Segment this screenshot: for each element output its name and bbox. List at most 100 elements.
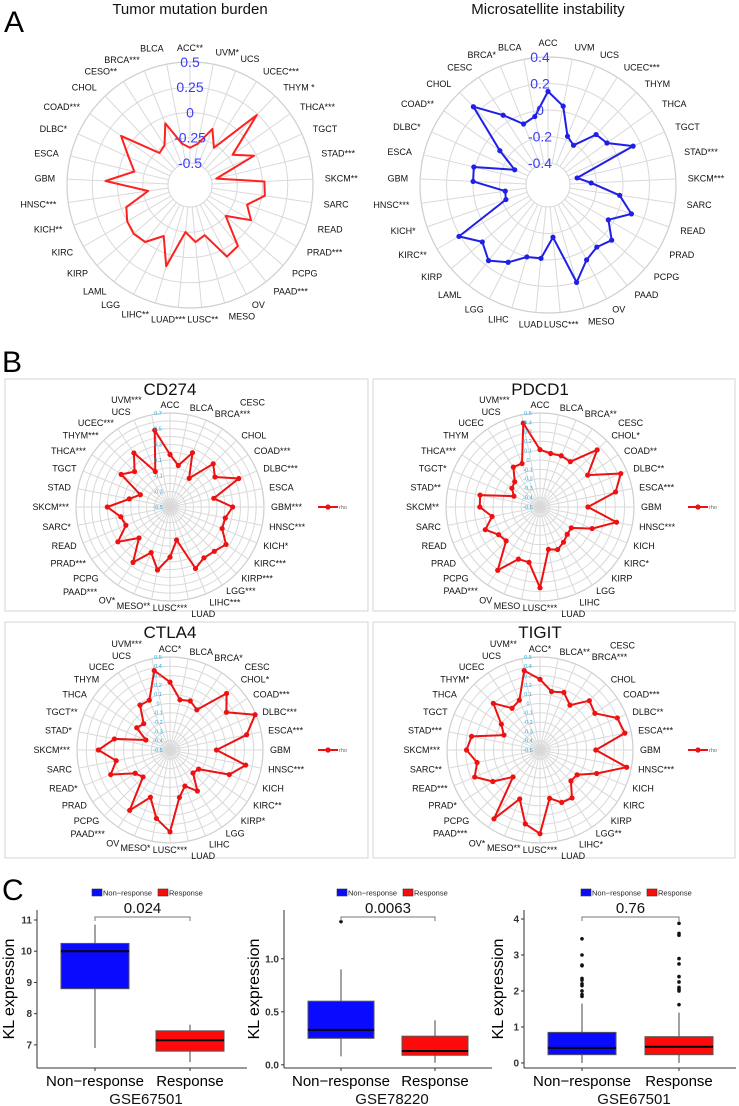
category-label-prad: PRAD [431,558,457,568]
cd274-frame [4,378,369,612]
data-point-esca [622,730,628,736]
grid-spoke [177,206,189,308]
grid-spoke [169,470,258,508]
data-point-lgg [201,555,207,561]
category-label-kirp: KIRP [421,272,442,282]
grid-spoke [551,59,573,164]
category-label-read: READ [318,224,344,234]
non-response-box [60,942,130,990]
category-label-stad: STAD*** [684,147,718,157]
outlier-point [677,1002,681,1007]
response-box [401,1035,469,1056]
data-point-thca [118,471,124,477]
data-point-read [123,522,129,528]
grid-spoke [123,81,179,167]
data-point-ucs [519,460,525,467]
outlier-point [580,963,584,967]
category-label-read: READ*** [412,783,448,793]
data-point-luad [538,255,544,261]
category-label-kich: KICH [633,541,655,551]
radial-tick-label: 0.2 [524,439,532,445]
radial-tick-label: -0.25 [174,130,206,146]
radial-tick-label: -0.4 [523,496,532,502]
category-label-lusc: LUSC** [187,315,219,325]
data-point-tgct [143,737,149,743]
category-label-gbm: GBM*** [271,502,303,512]
data-point-blca [175,462,181,469]
grid-spoke [539,419,577,508]
category-label-gbm: GBM [640,745,661,755]
category-label-read: READ [422,541,448,551]
category-label-skcm: SKCM** [406,502,440,512]
radial-tick-label: -0.1 [523,711,532,717]
category-label-tgct: TGCT [675,122,700,132]
grid-spoke [453,713,541,751]
category-label-ucs: UCS [241,54,260,64]
grid-spoke [561,201,628,286]
y-tick-label: 1.0 [265,954,279,965]
grid-spoke [499,65,541,165]
data-point-meso [522,821,528,827]
category-label-esca: ESCA*** [638,726,674,736]
data-point-paad [495,567,501,573]
grid-spoke [562,92,637,170]
x-tick-label-non-response: Non−response [533,1073,631,1090]
category-label-blca: BLCA** [560,647,591,657]
legend-label: rho [339,748,347,754]
radial-tick-label: 0.5 [524,655,532,661]
category-label-ucs: UCS [482,651,501,661]
grid-spoke [487,672,541,751]
grid-spoke [443,110,531,173]
grid-spoke [89,113,173,173]
category-label-lihc: LIHC [579,597,600,607]
data-point-kich [589,525,595,532]
data-point-prad [132,770,138,776]
data-point-sarc [118,514,124,520]
category-label-thym: THYM [645,79,671,89]
data-point-lgg [505,259,511,265]
category-label-coad: COAD*** [254,446,291,456]
outlier-point [580,992,584,997]
grid-spoke [539,672,593,751]
data-point-kich [226,771,232,778]
data-point-laml [485,258,492,264]
data-point-skcm [104,504,110,510]
grid-spoke [169,506,263,526]
data-point-lihc [524,254,530,260]
data-point-thca [498,721,504,727]
category-label-read: READ* [49,783,78,793]
grid-spoke [103,440,171,508]
data-point-luad [176,794,183,801]
legend-label-non-response: Non−response [103,889,152,898]
grid-spoke [70,155,169,181]
grid-spoke [91,506,171,560]
category-label-skcm: SKCM*** [33,745,70,755]
legend-label-response: Response [414,889,448,898]
grid-spoke [539,749,559,842]
grid-spoke [133,663,171,751]
data-point-brca [558,453,564,459]
radial-tick-label: 0.1 [154,692,162,698]
data-point-lusc [167,829,173,835]
category-label-pcpg: PCPG [443,574,469,584]
grid-spoke [169,419,207,508]
significance-bracket [581,916,680,921]
data-point-lihc [192,565,199,572]
data-point-esca [612,489,619,495]
x-tick-label-response: Response [645,1073,713,1090]
grid-spoke [478,77,537,167]
data-point-cesc [186,475,192,481]
category-label-lihc: LIHC** [121,310,149,320]
grid-spoke [209,133,303,177]
data-point-pcpg [136,535,142,541]
ctla4-frame [4,621,369,859]
category-label-tgct: TGCT [52,464,77,474]
outlier-point [339,919,343,924]
category-label-dlbc: DLBC*** [262,707,297,717]
boxplot-gse78220-1: 0.0 0.5 1.0KL expression Non−response Respon… [246,889,492,1106]
category-label-sarc: SARC* [42,522,71,532]
data-point-coad [212,474,218,480]
y-tick-label: 10 [21,947,33,958]
grid-spoke [78,749,171,769]
grid-spoke [539,731,632,751]
